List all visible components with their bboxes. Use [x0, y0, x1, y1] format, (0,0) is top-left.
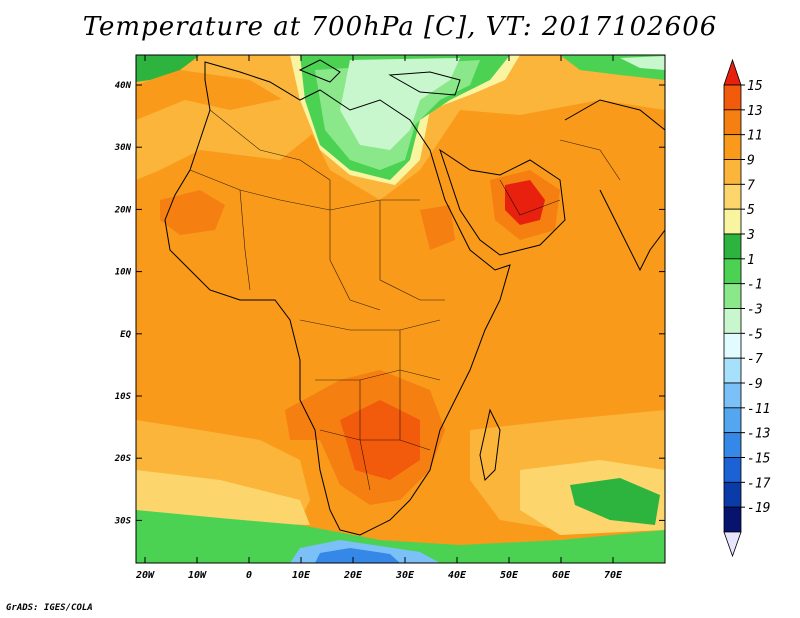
- lat-label: EQ: [120, 330, 131, 340]
- colorbar-box: [723, 258, 742, 285]
- lat-label: 10S: [115, 392, 132, 402]
- colorbar-box: [723, 283, 742, 309]
- colorbar-label: -3: [747, 303, 763, 318]
- lat-label: 20S: [114, 454, 132, 464]
- colorbar-label: -5: [747, 327, 763, 342]
- hot-east-africa: [420, 205, 455, 250]
- lon-label: 20E: [343, 570, 363, 581]
- lon-label: 10W: [188, 570, 207, 581]
- colorbar-box: [723, 357, 742, 384]
- colorbar-box: [723, 432, 742, 458]
- field-m3-m1-med: [340, 58, 460, 150]
- lat-label: 40N: [115, 81, 132, 91]
- latitude-axis: 40N 30N 20N 10N EQ 10S 20S 30S: [114, 81, 665, 526]
- lon-label: 20W: [135, 570, 155, 581]
- colorbar-label: 13: [747, 104, 763, 119]
- colorbar-box: [723, 134, 742, 160]
- field-cold-core: [315, 548, 400, 563]
- field-green-south: [136, 510, 665, 563]
- colorbar-box: [723, 233, 742, 260]
- lon-label: 0: [246, 570, 252, 581]
- colorbar-label: 9: [747, 154, 755, 169]
- colorbar-box: [723, 332, 742, 359]
- colorbar-box: [723, 159, 742, 185]
- colorbar-label: -9: [747, 377, 763, 392]
- colorbar-box: [723, 109, 742, 136]
- colorbar-bottom-triangle: [723, 531, 742, 558]
- colorbar-box: [723, 382, 742, 409]
- map-frame: [135, 54, 666, 564]
- colorbar-box: [723, 84, 742, 111]
- field-green-indian: [570, 478, 660, 525]
- longitude-axis: 20W 10W 0 10E 20E 30E 40E 50E 60E 70E: [135, 55, 623, 581]
- colorbar-box: [723, 457, 742, 483]
- coastlines: [164, 59, 665, 536]
- lat-label: 10N: [115, 268, 132, 278]
- lon-label: 70E: [604, 570, 623, 581]
- lon-label: 30E: [395, 570, 415, 581]
- colorbar-label: 15: [747, 79, 763, 94]
- field-5-7-south: [136, 470, 310, 525]
- temperature-map: [136, 55, 665, 563]
- colorbar-label: 5: [747, 203, 755, 218]
- hot-arabia-core: [505, 180, 545, 225]
- lon-label: 60E: [552, 570, 571, 581]
- lat-label: 30N: [114, 143, 132, 153]
- colorbar: 15 13 11 9 7 5 3 1 -1 -3 -5 -7 -9 -11 -13 -15 -17 -19: [723, 58, 771, 558]
- country-borders: [189, 109, 621, 491]
- colorbar-box: [723, 481, 742, 508]
- lon-label: 50E: [500, 570, 519, 581]
- colorbar-label: 7: [747, 178, 755, 193]
- colorbar-label: -15: [747, 452, 771, 467]
- colorbar-label: 11: [747, 129, 763, 144]
- colorbar-box: [723, 208, 742, 235]
- lat-label: 20N: [114, 205, 132, 215]
- lat-label: 30S: [114, 516, 132, 526]
- colorbar-label: -19: [747, 501, 770, 516]
- colorbar-label: -11: [747, 402, 770, 417]
- colorbar-label: 3: [746, 228, 755, 243]
- colorbar-label: 1: [747, 253, 755, 268]
- colorbar-top-triangle: [723, 58, 742, 86]
- field-7-9-west: [136, 95, 330, 180]
- colorbar-box: [723, 308, 742, 334]
- hot-sahara: [160, 190, 225, 235]
- lon-label: 10E: [292, 570, 311, 581]
- colorbar-box: [723, 407, 742, 434]
- field-green-nw: [136, 55, 200, 82]
- colorbar-label: -1: [747, 278, 763, 293]
- colorbar-label: -7: [747, 352, 763, 367]
- map-title: Temperature at 700hPa [C], VT: 201710260…: [82, 12, 718, 42]
- lon-label: 40E: [448, 570, 467, 581]
- field-cyan-ne: [620, 56, 665, 70]
- colorbar-box: [723, 183, 742, 210]
- colorbar-label: -13: [747, 427, 770, 442]
- grads-credit: GrADS: IGES/COLA: [6, 603, 93, 613]
- colorbar-label: -17: [747, 476, 771, 491]
- colorbar-box: [723, 506, 742, 533]
